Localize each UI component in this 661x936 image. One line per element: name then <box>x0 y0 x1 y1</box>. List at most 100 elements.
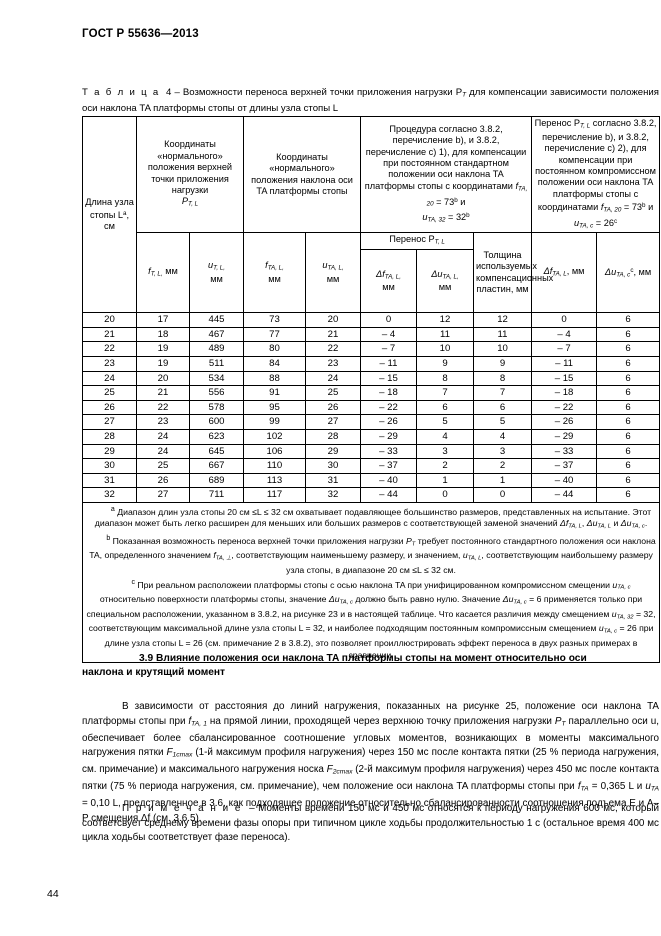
table-cell: 0 <box>416 487 475 503</box>
header-f-T-L-sub: T, L, <box>150 270 163 278</box>
table-cell: – 44 <box>360 487 418 503</box>
section-heading-3-9: 3.9 Влияние положения оси наклона TA пла… <box>82 652 659 681</box>
table-cell: 19 <box>136 341 190 357</box>
table-cell: 22 <box>82 341 137 357</box>
table-cell: 24 <box>305 370 362 387</box>
header-plate-thickness-text: Толщина используемых компенсационных пла… <box>476 249 554 295</box>
header-transfer-pt-sub: T, L <box>434 238 445 246</box>
footnote-a-marker: a <box>110 505 115 513</box>
header-proc-b-conj: и <box>457 196 466 207</box>
table-cell: 8 <box>416 370 475 387</box>
table-cell: 3 <box>416 443 475 460</box>
header-transfer-pt: Перенос PT, L <box>360 232 475 251</box>
header-u-T-L-unit: мм <box>210 273 223 284</box>
table-cell: 28 <box>305 428 362 445</box>
footnote-b-marker: b <box>106 534 111 542</box>
header-df-TA-L-symbol: Δf <box>376 268 385 279</box>
table-cell: 6 <box>596 326 661 343</box>
header-proc-b-f-footnote: b <box>454 196 458 204</box>
table-cell: 12 <box>473 312 533 328</box>
paragraph1-part4: (1-й максимум профиля нагружения) через … <box>82 747 659 776</box>
table-caption-text1: Возможности переноса верхней точки прило… <box>182 87 463 98</box>
table-cell: – 33 <box>531 443 598 460</box>
table-cell: 711 <box>188 487 245 503</box>
table-caption-number: 4 <box>166 87 172 98</box>
footnote-c-sym2: Δu <box>328 594 340 605</box>
header-group-procedure-b: Процедура согласно 3.8.2, перечисление b… <box>360 115 533 234</box>
table-cell: 0 <box>360 312 418 328</box>
table-cell: 31 <box>305 472 362 489</box>
table-cell: – 7 <box>531 341 598 357</box>
table-footnotes-row: a Диапазон длин узла стопы 20 см ≤L ≤ 32… <box>81 501 661 663</box>
table-cell: 10 <box>473 341 533 357</box>
table-cell: 23 <box>136 414 190 430</box>
table-cell: 29 <box>82 443 137 460</box>
table-row: 28 24 623 102 28– 29 4 4– 29 6 <box>82 428 661 445</box>
header-df-TA-L2-sub: TA, L <box>552 270 567 278</box>
table-cell: 1 <box>473 472 533 489</box>
table-header-row-top: Длина узла стопы La, см Координаты «норм… <box>82 115 661 314</box>
table-caption-text1-end: для компенсации <box>466 87 548 98</box>
footnote-c-text3: должно быть равно нулю. Значение <box>352 594 503 605</box>
page-number: 44 <box>47 888 59 900</box>
table-caption-sub: T <box>462 91 467 99</box>
table-cell: 77 <box>243 326 307 343</box>
footnote-b-text1: Показанная возможность переноса верхней … <box>112 535 406 546</box>
header-df-TA-L-sub: TA, L, <box>384 272 401 280</box>
header-proc-c-f-value: = 73 <box>621 202 643 213</box>
table-cell: – 22 <box>360 399 418 416</box>
table-cell: – 15 <box>531 370 598 387</box>
table-cell: – 4 <box>360 326 418 343</box>
table-cell: 84 <box>243 355 307 372</box>
header-proc-c-rest: согласно 3.8.2, перечисление b), и 3.8.2… <box>535 118 657 213</box>
footnote-a-text1: Диапазон длин узла стопы 20 см ≤L ≤ 32 с… <box>94 506 652 529</box>
table-cell: 110 <box>243 458 307 474</box>
table-cell: 25 <box>136 458 190 474</box>
paragraph1-part7: = 0,10 L, представленное в 3.6, как подх… <box>82 798 659 825</box>
footnote-b-text2: требует постоянного стандартного положен… <box>89 535 656 561</box>
table-cell: 511 <box>188 355 245 372</box>
table-cell: 20 <box>136 370 190 387</box>
header-group-normal-pt: Координаты «нормального» положения верхн… <box>135 115 245 234</box>
table-cell: 26 <box>305 399 362 416</box>
table-cell: 24 <box>82 370 137 387</box>
table-cell: 9 <box>416 355 475 372</box>
table-cell: 11 <box>416 326 475 343</box>
table-footnotes: a Диапазон длин узла стопы 20 см ≤L ≤ 32… <box>81 501 661 663</box>
standard-header: ГОСТ Р 55636—2013 <box>82 28 199 40</box>
table-cell: – 37 <box>360 458 418 474</box>
header-u-TA-L-symbol: u <box>322 260 328 271</box>
table-cell: 6 <box>596 312 661 328</box>
table-cell: – 26 <box>360 414 418 430</box>
table-4: Длина узла стопы La, см Координаты «норм… <box>81 115 661 663</box>
header-du-TA-L-sub: TA, L, <box>442 272 459 280</box>
table-cell: 467 <box>188 326 245 343</box>
footnote-b-text4: , соответствующим наибольшему размеру уз… <box>286 550 653 576</box>
header-group-normal-pt-symbol: P <box>181 196 188 207</box>
table-cell: 6 <box>596 414 661 430</box>
header-length-footnote: a <box>123 209 127 217</box>
table-cell: 10 <box>416 341 475 357</box>
footnote-a: a Диапазон длин узла стопы 20 см ≤L ≤ 32… <box>85 504 657 533</box>
footnote-c-text6: = 26 при длине узла стопы L = 26 (см. пр… <box>104 623 654 660</box>
section-paragraph-1: В зависимости от расстояния до линий наг… <box>82 700 659 827</box>
footnote-c-text5: = 32, соответствующим максимальной длине… <box>88 608 656 634</box>
header-u-TA-L: uTA, L, мм <box>305 232 362 314</box>
table-cell: 73 <box>243 312 307 328</box>
footnote-c-sym1: u <box>612 579 618 590</box>
footnote-c-text4: = 6 применяется только при специальном р… <box>86 594 643 619</box>
footnote-c-text2: относительно поверхности платформы стопы… <box>99 594 329 605</box>
header-proc-c-f-sub: TA, 20 <box>603 206 622 214</box>
table-cell: 23 <box>82 355 137 372</box>
footnote-b-sym2: f <box>213 550 216 561</box>
header-du-TA-c-symbol: Δu <box>604 266 617 277</box>
footnote-a-sym1: Δf <box>559 518 569 529</box>
table-row: 20 17 445 73 20 0 12 12 0 6 <box>82 312 661 328</box>
table-cell: 25 <box>82 385 137 401</box>
paragraph1-f2-sub: 2cmax <box>332 768 353 776</box>
header-u-T-L-sub: T, L, <box>213 264 226 272</box>
header-proc-b-f-sub: TA, 20 <box>426 185 528 208</box>
table-cell: 6 <box>596 370 661 387</box>
footnote-c: c При реальном расположеии платформы сто… <box>85 577 657 661</box>
header-proc-b-u-value: = 32 <box>445 211 467 222</box>
